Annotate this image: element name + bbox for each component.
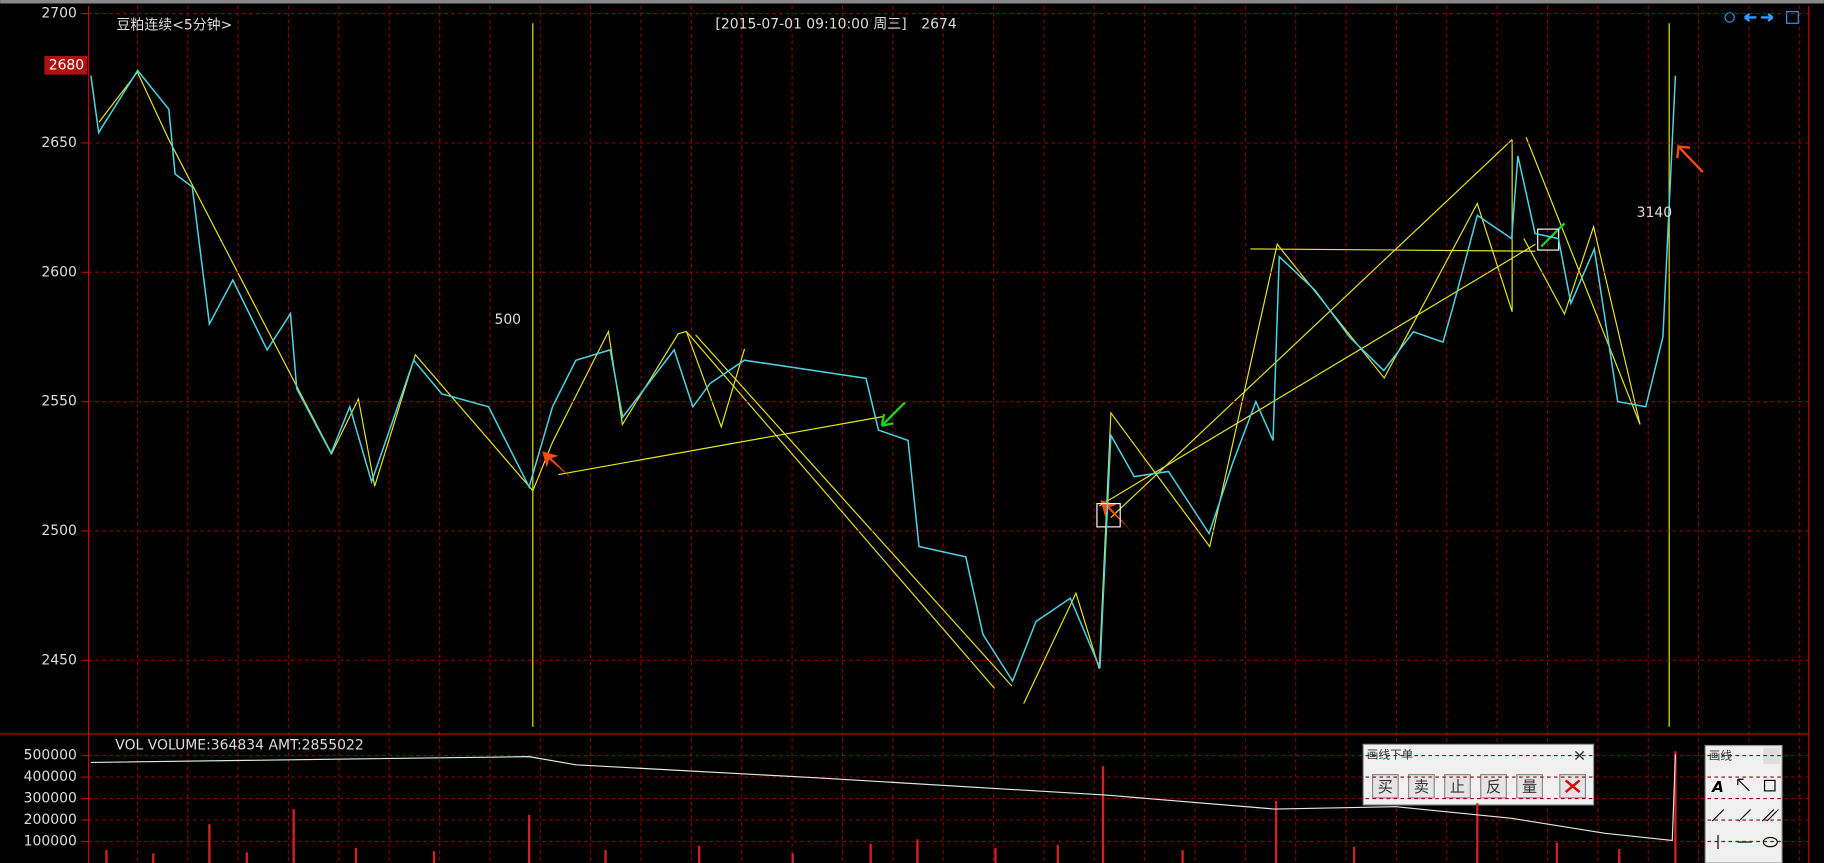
y-tick-label: 2450 — [41, 652, 76, 668]
order-button[interactable] — [1444, 774, 1471, 799]
panel-title: 画线 — [1709, 748, 1733, 762]
volume-bar — [1056, 844, 1059, 863]
order-button-label: 量 — [1522, 778, 1537, 796]
top-border — [0, 0, 1824, 4]
panel-title: 画线下单 — [1367, 747, 1414, 761]
trendline — [1098, 243, 1536, 507]
volume-bar — [1674, 751, 1677, 863]
volume-bar — [697, 845, 701, 863]
panel-frame — [1362, 743, 1595, 806]
zoom-icon[interactable] — [1724, 12, 1735, 23]
order-button[interactable] — [1371, 774, 1399, 799]
chart-title: 豆粕连续<5分钟> — [116, 17, 232, 34]
y-tick-label: 2500 — [41, 523, 76, 539]
y-tick-label: 2550 — [41, 394, 76, 410]
volume-bar — [1555, 842, 1559, 863]
datetime: [2015-07-01 09:10:00 周三] — [715, 16, 906, 32]
cancel-icon — [1564, 779, 1581, 793]
current-price: 2674 — [921, 16, 957, 32]
order-button[interactable] — [1516, 774, 1543, 799]
volume-bar — [1181, 850, 1184, 863]
trendline — [1023, 139, 1513, 704]
y-tick-label: 2600 — [41, 264, 76, 280]
y-tick-label: 200000 — [24, 812, 77, 828]
y-tick-label: 300000 — [24, 791, 77, 807]
volume-bar — [1618, 849, 1621, 863]
volume-bar — [354, 847, 358, 863]
volume-bar — [869, 843, 872, 863]
volume-bar — [152, 853, 155, 863]
open-interest-line — [90, 754, 1676, 842]
order-button[interactable] — [1408, 774, 1435, 799]
marker-box — [1096, 503, 1121, 528]
volume-bar — [527, 814, 531, 863]
line-tool[interactable] — [1711, 809, 1725, 822]
sell-arrow — [1540, 222, 1566, 248]
order-panel: 画线下单 × 买 卖 止 反 量 — [1362, 743, 1595, 806]
buy-arrow — [542, 451, 573, 480]
volume-bar — [208, 824, 211, 863]
window-icon[interactable] — [1786, 11, 1799, 24]
trendline — [685, 331, 996, 689]
y-tick-label: 100000 — [24, 834, 77, 850]
rect-tool[interactable] — [1763, 779, 1776, 792]
price-line — [90, 69, 1677, 683]
y-tick-label: 500000 — [24, 748, 77, 764]
order-button-label: 卖 — [1414, 778, 1429, 796]
channel-tool[interactable] — [1761, 809, 1779, 822]
trendline — [1250, 248, 1536, 252]
order-button-label: 反 — [1486, 778, 1501, 796]
volume-bar — [1274, 800, 1278, 863]
alert-arrow — [1676, 143, 1704, 173]
volume-bar — [245, 852, 248, 863]
order-button[interactable] — [1480, 774, 1507, 799]
segment-tool[interactable] — [1738, 809, 1751, 822]
order-button-label: 止 — [1450, 778, 1465, 796]
draw-panel: 画线 A — [1704, 744, 1783, 863]
pointer-tool[interactable] — [1737, 778, 1750, 792]
volume-bar — [105, 850, 108, 863]
y-tick-label: 400000 — [24, 769, 77, 785]
last-price-badge — [44, 56, 88, 75]
toolbar-icons — [1724, 11, 1799, 24]
volume-bar — [432, 851, 436, 863]
volume-bar — [1352, 846, 1356, 863]
scroll-icon[interactable] — [1744, 13, 1774, 22]
last-price-label: 2680 — [49, 57, 84, 73]
annotation: 3140 — [1637, 205, 1672, 221]
trendline — [1110, 139, 1513, 518]
annotation: 500 — [494, 312, 521, 328]
y-tick-label: 2650 — [41, 135, 76, 151]
volume-bar — [994, 847, 997, 863]
close-button[interactable]: × — [1573, 745, 1587, 764]
text-tool[interactable]: A — [1711, 778, 1724, 796]
volume-label: VOL VOLUME:364834 AMT:2855022 — [115, 738, 363, 754]
order-button-label: 买 — [1378, 778, 1393, 796]
sell-arrow — [880, 401, 906, 427]
drawn-trendlines — [98, 23, 1670, 727]
y-tick-label: 2700 — [41, 6, 76, 22]
volume-bar — [916, 839, 919, 863]
volume-bar — [791, 853, 794, 863]
trendline — [558, 415, 885, 476]
volume-bar — [604, 850, 607, 863]
volume-bar — [292, 809, 295, 863]
volume-bar — [1476, 803, 1479, 863]
trendline — [1523, 137, 1641, 425]
trendline — [695, 334, 1013, 687]
volume-bar — [1101, 766, 1105, 863]
